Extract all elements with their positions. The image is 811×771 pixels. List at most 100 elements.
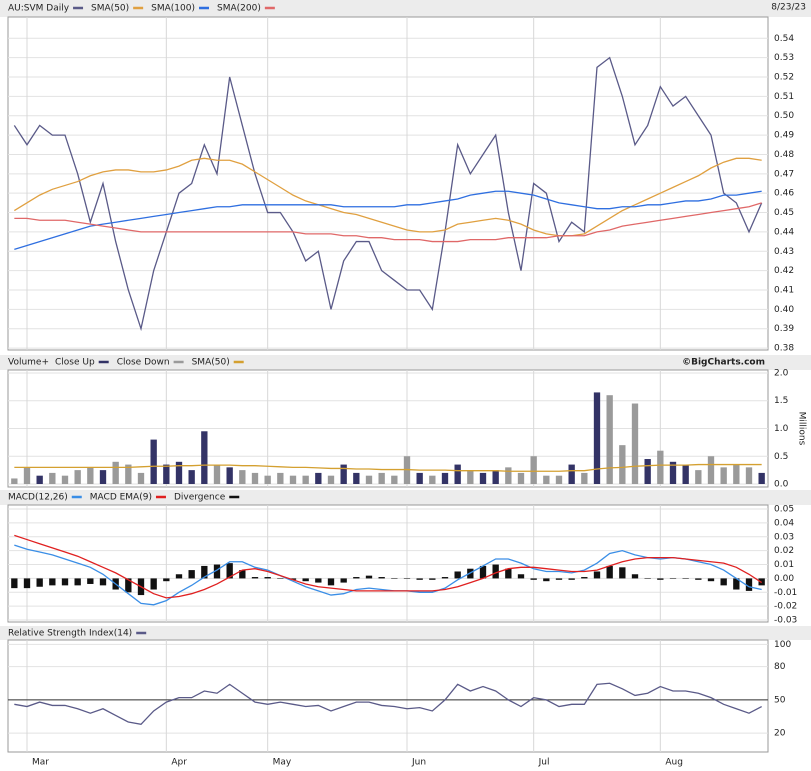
- bar: [669, 461, 677, 485]
- bar: [353, 472, 360, 485]
- bar: [669, 578, 677, 579]
- x-tick-label: Aug: [665, 758, 683, 768]
- y-tick-label: 0.49: [774, 131, 794, 141]
- x-tick-label: Jun: [411, 758, 426, 768]
- bar: [568, 578, 575, 580]
- bar: [188, 570, 195, 579]
- bar: [315, 578, 322, 583]
- bar: [99, 578, 107, 586]
- bar: [150, 578, 157, 590]
- y-tick-label: 2.0: [774, 368, 789, 378]
- bar: [568, 464, 575, 485]
- legend-label: AU:SVM Daily: [8, 4, 70, 14]
- bar: [682, 578, 689, 579]
- y-tick-label: -0.02: [774, 602, 797, 612]
- bar: [340, 464, 347, 485]
- y-tick-label: 0.0: [774, 480, 789, 490]
- bar: [429, 578, 436, 580]
- bar: [137, 472, 145, 485]
- bar: [454, 571, 461, 579]
- bar: [733, 464, 740, 485]
- y-tick-label: 0.53: [774, 53, 794, 63]
- bar: [11, 478, 18, 485]
- bar: [391, 475, 398, 485]
- bar: [543, 578, 550, 582]
- bar: [163, 578, 170, 582]
- bar: [226, 467, 233, 485]
- bar: [517, 574, 525, 579]
- bar: [201, 565, 208, 579]
- y-tick-label: 0.40: [774, 305, 794, 315]
- bar: [403, 578, 411, 579]
- legend-label: MACD EMA(9): [90, 493, 152, 503]
- x-tick-label: Mar: [32, 758, 49, 768]
- bar: [657, 578, 664, 580]
- bar: [251, 472, 259, 485]
- bar: [289, 578, 297, 580]
- bar: [543, 475, 550, 485]
- y-tick-label: 0.42: [774, 266, 794, 276]
- line-series: [13, 157, 762, 237]
- y-tick-label: 0.48: [774, 150, 794, 160]
- legend-label: SMA(100): [151, 4, 195, 14]
- bar: [555, 475, 563, 485]
- bar: [327, 578, 335, 586]
- bar: [581, 472, 588, 485]
- bar: [239, 570, 246, 579]
- y-tick-label: 0.01: [774, 560, 794, 570]
- legend-label: Close Down: [117, 358, 170, 368]
- bar: [492, 470, 499, 485]
- legend-label: SMA(50): [91, 4, 129, 14]
- x-tick-label: Apr: [171, 758, 187, 768]
- bar: [479, 565, 487, 579]
- bar: [707, 578, 715, 582]
- line-series: [14, 202, 762, 243]
- plot-area: [7, 639, 769, 753]
- bar: [213, 464, 221, 485]
- bar: [11, 578, 18, 589]
- bar: [416, 578, 423, 580]
- bar: [378, 472, 385, 485]
- bar: [125, 578, 132, 593]
- bar: [251, 577, 259, 579]
- line-series: [13, 56, 763, 332]
- y-tick-label: 0.50: [774, 111, 794, 121]
- bar: [340, 578, 347, 583]
- bar: [581, 577, 588, 579]
- source-label: ©BigCharts.com: [682, 358, 765, 368]
- bar: [277, 578, 284, 579]
- y-tick-label: 0.46: [774, 189, 794, 199]
- bar: [606, 565, 613, 579]
- y-tick-label: 0.51: [774, 92, 794, 102]
- bar: [74, 578, 81, 586]
- bar: [720, 467, 727, 485]
- bar: [695, 578, 702, 580]
- y-tick-label: 0.43: [774, 247, 794, 257]
- y-tick-label: 0.02: [774, 546, 794, 556]
- bar: [302, 578, 309, 582]
- bar: [36, 475, 43, 485]
- bar: [289, 475, 297, 485]
- legend-label: SMA(50): [192, 358, 230, 368]
- bar: [593, 571, 601, 579]
- bar: [530, 578, 537, 580]
- bar: [61, 578, 69, 586]
- bar: [682, 464, 689, 485]
- y-tick-label: 0.45: [774, 208, 794, 218]
- x-tick-label: May: [273, 758, 292, 768]
- x-tick-label: Jul: [538, 758, 550, 768]
- bar: [353, 577, 360, 579]
- bar: [733, 578, 740, 590]
- bar: [441, 472, 449, 485]
- bar: [631, 403, 639, 485]
- bar: [657, 450, 664, 485]
- y-tick-label: -0.01: [774, 588, 797, 598]
- y-tick-label: 0.52: [774, 73, 794, 83]
- bar: [99, 470, 107, 485]
- line-series: [14, 190, 762, 250]
- bar: [201, 431, 208, 485]
- bar: [631, 574, 639, 579]
- y-tick-label: 50: [774, 695, 786, 705]
- legend-label: Close Up: [55, 358, 95, 368]
- bar: [593, 392, 601, 485]
